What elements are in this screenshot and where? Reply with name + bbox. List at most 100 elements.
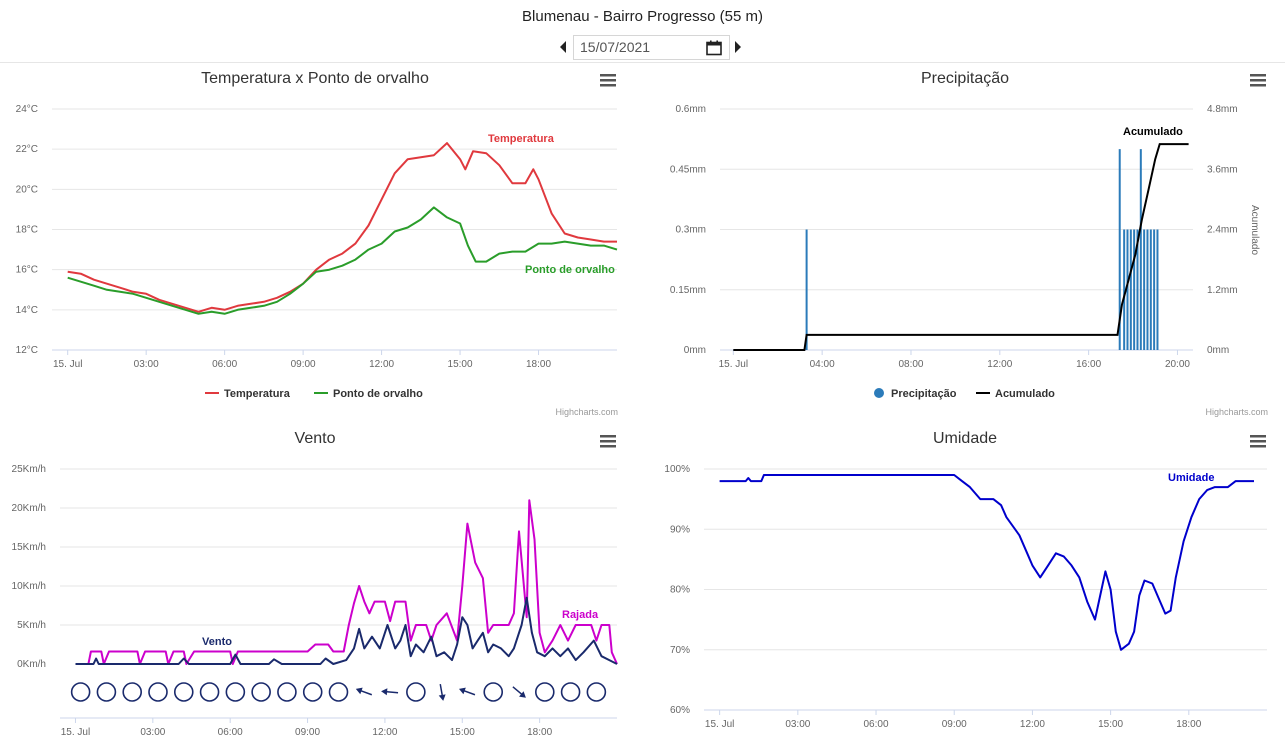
wind-calm-marker [328,682,349,702]
series-label-vento: Vento [202,636,232,648]
x-tick-label: 18:00 [526,359,551,370]
wind-chart: Vento 0Km/h 5Km/h 10Km/h 15Km/h 20Km/h 25Km/h… [0,423,632,741]
x-tick-label: 09:00 [291,359,316,370]
y-tick-label: 0.45mm [670,164,706,175]
x-tick-label: 03:00 [140,727,165,738]
chart-title: Precipitação [921,70,1009,87]
precipitation-chart: Precipitação 0mm 0.15mm 0.3mm 0.45mm 0.6mm 0m… [640,63,1285,425]
y2-tick-label: 1.2mm [1207,285,1238,296]
wind-calm-marker [586,682,607,702]
date-value: 15/07/2021 [580,39,651,55]
x-tick-label: 18:00 [527,727,552,738]
legend-item-ponto-de-orvalho[interactable]: Ponto de orvalho [314,388,423,400]
wind-calm-marker [534,682,555,702]
temperature-chart-svg: Temperatura x Ponto de orvalho 12°C 14°C 1… [16,70,618,417]
wind-calm-marker [302,682,323,702]
chart-title: Umidade [933,430,997,447]
x-tick-label: 15:00 [448,359,473,370]
y2-tick-label: 3.6mm [1207,164,1238,175]
x-tick-label: 15:00 [450,727,475,738]
y-tick-label: 70% [670,645,690,656]
y-tick-label: 25Km/h [12,464,46,475]
legend-item-acumulado[interactable]: Acumulado [976,388,1055,400]
wind-calm-marker [225,682,246,702]
y-tick-label: 0Km/h [17,659,46,670]
y-tick-label: 60% [670,705,690,716]
series-line-rajada [87,499,618,665]
credits-link[interactable]: Highcharts.com [1205,407,1268,417]
y-tick-label: 18°C [16,225,38,236]
x-tick-label: 03:00 [785,719,810,730]
date-field[interactable]: 15/07/2021 [573,35,730,60]
series-label-umidade: Umidade [1168,472,1214,484]
y-tick-label: 15Km/h [12,542,46,553]
y-tick-label: 5Km/h [17,620,46,631]
credits-link[interactable]: Highcharts.com [555,407,618,417]
wind-calm-marker [199,682,220,702]
hamburger-menu-icon[interactable] [1250,74,1266,87]
temperature-chart: Temperatura x Ponto de orvalho 12°C 14°C 1… [0,63,632,425]
y-tick-label: 20Km/h [12,503,46,514]
x-tick-label: 15. Jul [61,727,90,738]
wind-chart-svg: Vento 0Km/h 5Km/h 10Km/h 15Km/h 20Km/h 25Km/h… [12,430,618,738]
series-label-acumulado: Acumulado [1123,126,1183,138]
wind-calm-marker [277,682,297,702]
header-divider [0,62,1285,63]
y2-axis-label: Acumulado [1249,205,1260,255]
series-line-ponto-de-orvalho [67,206,618,315]
x-tick-label: 12:00 [369,359,394,370]
legend-label: Ponto de orvalho [333,388,423,400]
wind-calm-marker [122,682,143,702]
humidity-chart-svg: Umidade 60% 70% 80% 90% 100% 15. Jul 03:00 06:0… [664,430,1267,730]
wind-calm-marker [406,682,426,702]
y-tick-label: 12°C [16,345,38,356]
series-line-acumulado [733,143,1189,351]
legend-label: Temperatura [224,388,291,400]
x-tick-label: 15. Jul [705,719,734,730]
calendar-icon[interactable] [706,40,722,56]
y-tick-label: 10Km/h [12,581,46,592]
legend-item-precipitacao[interactable]: Precipitação [874,388,957,400]
y-tick-label: 90% [670,524,690,535]
y-tick-label: 22°C [16,144,38,155]
wind-calm-marker [148,682,168,702]
chart-legend: Precipitação Acumulado [874,388,1055,400]
x-tick-label: 15:00 [1098,719,1123,730]
y2-tick-label: 2.4mm [1207,225,1238,236]
y-tick-label: 14°C [16,305,38,316]
precipitation-chart-svg: Precipitação 0mm 0.15mm 0.3mm 0.45mm 0.6mm 0m… [670,70,1268,417]
wind-calm-marker [70,682,91,702]
hamburger-menu-icon[interactable] [600,435,616,448]
wind-calm-marker [483,682,504,702]
wind-calm-marker [96,682,117,702]
x-tick-label: 12:00 [987,359,1012,370]
series-line-temperatura [67,142,617,313]
wind-direction-arrow-icon [438,683,446,701]
x-tick-label: 16:00 [1076,359,1101,370]
x-tick-label: 09:00 [295,727,320,738]
x-tick-label: 09:00 [942,719,967,730]
chevron-left-icon[interactable] [558,39,568,55]
x-tick-label: 12:00 [1020,719,1045,730]
humidity-chart: Umidade 60% 70% 80% 90% 100% 15. Jul 03:00 06:0… [640,423,1285,741]
hamburger-menu-icon[interactable] [1250,435,1266,448]
x-tick-label: 06:00 [218,727,243,738]
y-tick-label: 100% [664,464,690,475]
x-tick-label: 04:00 [810,359,835,370]
y-tick-label: 0mm [684,345,706,356]
y-tick-label: 16°C [16,265,38,276]
date-navigation: 15/07/2021 [0,35,1285,61]
y-tick-label: 20°C [16,184,38,195]
legend-item-temperatura[interactable]: Temperatura [205,388,291,400]
x-tick-label: 15. Jul [719,359,748,370]
page-title: Blumenau - Bairro Progresso (55 m) [522,8,763,25]
x-tick-label: 20:00 [1165,359,1190,370]
y2-tick-label: 0mm [1207,345,1229,356]
chevron-right-icon[interactable] [733,39,743,55]
y-tick-label: 0.3mm [675,225,706,236]
x-tick-label: 03:00 [134,359,159,370]
legend-swatch [874,388,884,398]
wind-direction-arrow-icon [458,687,476,696]
wind-direction-arrow-icon [381,688,399,696]
hamburger-menu-icon[interactable] [600,74,616,87]
